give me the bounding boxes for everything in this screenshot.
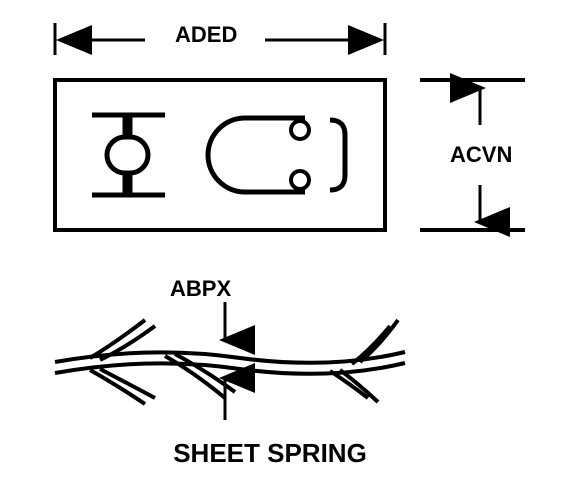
u-clip-shape [208,118,345,192]
diagram-title: SHEET SPRING [130,438,410,469]
left-dumbbell-shape [92,115,165,195]
sheet-spring-diagram: ADED ACVN ABPX SHEET SPRING [0,0,570,502]
acvn-label: ACVN [450,142,512,168]
diagram-svg [0,0,570,502]
aded-label: ADED [175,22,237,48]
abpx-label: ABPX [170,276,231,302]
top-view-rect [55,80,385,230]
side-view-spring [55,320,405,404]
